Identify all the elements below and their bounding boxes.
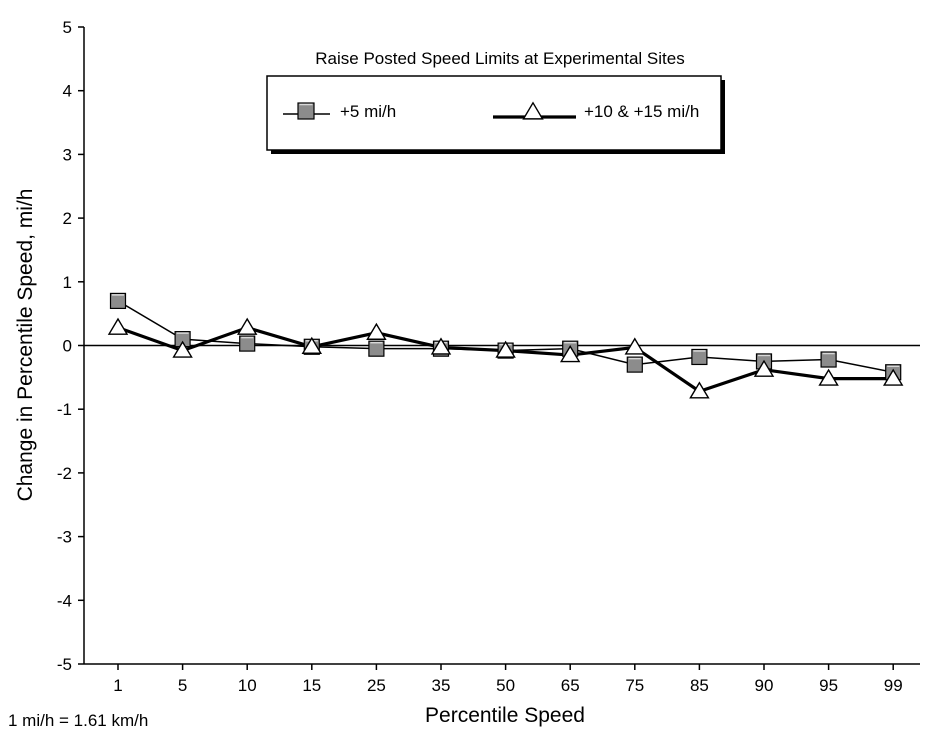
data-point [107, 317, 129, 335]
y-tick-label: 0 [63, 337, 72, 356]
data-point [366, 322, 387, 340]
legend-marker-1 [297, 102, 315, 120]
square-marker-body [820, 351, 837, 368]
series-markers-2 [107, 317, 904, 399]
square-marker-body [626, 356, 643, 373]
legend-box [266, 75, 722, 151]
series-layer [107, 292, 904, 399]
x-tick-label: 90 [755, 676, 774, 695]
y-tick-label: -1 [57, 400, 72, 419]
x-tick-label: 1 [113, 676, 122, 695]
y-tick-label: 2 [63, 209, 72, 228]
data-point [368, 340, 385, 357]
legend-marker-2 [522, 101, 544, 120]
unit-conversion-note: 1 mi/h = 1.61 km/h [8, 711, 148, 730]
legend-items: +5 mi/h +10 & +15 mi/h [283, 101, 699, 121]
legend-label-2: +10 & +15 mi/h [584, 102, 699, 121]
square-marker-body [691, 348, 708, 366]
x-tick-label: 85 [690, 676, 709, 695]
square-marker-body [297, 102, 315, 120]
data-point [624, 337, 646, 355]
data-point [172, 340, 193, 358]
x-tick-label: 35 [432, 676, 451, 695]
x-tick-label: 5 [178, 676, 187, 695]
y-tick-label: 5 [63, 18, 72, 37]
y-tick-label: -2 [57, 464, 72, 483]
square-marker-body [368, 340, 385, 357]
data-point [559, 345, 581, 363]
data-point [689, 381, 710, 399]
y-tick-label: -4 [57, 591, 72, 610]
y-axis-ticks: 5 4 3 2 1 0 -1 -2 -3 -4 -5 [57, 18, 84, 674]
y-tick-label: 3 [63, 145, 72, 164]
data-point [818, 368, 839, 386]
x-tick-label: 10 [238, 676, 257, 695]
x-axis-ticks: 1 5 10 15 25 35 50 65 75 85 90 95 99 [113, 664, 903, 695]
x-tick-label: 15 [302, 676, 321, 695]
data-point [882, 368, 904, 386]
square-marker-body [239, 335, 256, 352]
data-point [495, 340, 516, 358]
data-point [691, 348, 708, 366]
data-point [109, 292, 127, 310]
data-point [236, 317, 258, 335]
data-point [753, 359, 775, 377]
data-point [820, 351, 837, 368]
legend-title: Raise Posted Speed Limits at Experimenta… [315, 49, 684, 68]
x-tick-label: 25 [367, 676, 386, 695]
y-tick-label: -3 [57, 528, 72, 547]
legend-label-1: +5 mi/h [340, 102, 396, 121]
x-tick-label: 65 [561, 676, 580, 695]
data-point [301, 336, 323, 354]
x-tick-label: 75 [625, 676, 644, 695]
data-point [430, 337, 452, 355]
square-marker-body [109, 292, 127, 310]
x-axis-title: Percentile Speed [425, 704, 585, 727]
data-point [239, 335, 256, 352]
y-tick-label: 1 [63, 273, 72, 292]
y-tick-label: 4 [63, 82, 72, 101]
y-tick-label: -5 [57, 655, 72, 674]
data-point [626, 356, 643, 373]
x-tick-label: 95 [819, 676, 838, 695]
legend: Raise Posted Speed Limits at Experimenta… [266, 49, 725, 154]
x-tick-label: 99 [884, 676, 903, 695]
y-axis-title: Change in Percentile Speed, mi/h [14, 189, 37, 502]
x-tick-label: 50 [496, 676, 515, 695]
